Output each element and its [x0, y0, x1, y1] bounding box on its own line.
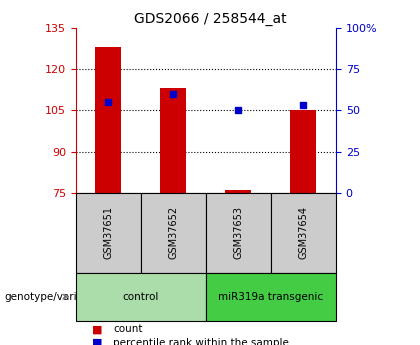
Bar	[160, 88, 186, 193]
Text: ■: ■	[92, 338, 103, 345]
Text: control: control	[123, 292, 159, 302]
Text: genotype/variation: genotype/variation	[4, 292, 103, 302]
Text: percentile rank within the sample: percentile rank within the sample	[113, 338, 289, 345]
Text: GSM37653: GSM37653	[234, 206, 243, 259]
Text: ■: ■	[92, 325, 103, 334]
Text: count: count	[113, 325, 143, 334]
Text: miR319a transgenic: miR319a transgenic	[218, 292, 323, 302]
Bar	[225, 190, 251, 193]
Text: GSM37654: GSM37654	[299, 206, 308, 259]
Text: GSM37652: GSM37652	[168, 206, 178, 259]
Text: GDS2066 / 258544_at: GDS2066 / 258544_at	[134, 12, 286, 26]
Text: GSM37651: GSM37651	[103, 206, 113, 259]
Bar	[290, 110, 316, 193]
Bar	[95, 47, 121, 193]
